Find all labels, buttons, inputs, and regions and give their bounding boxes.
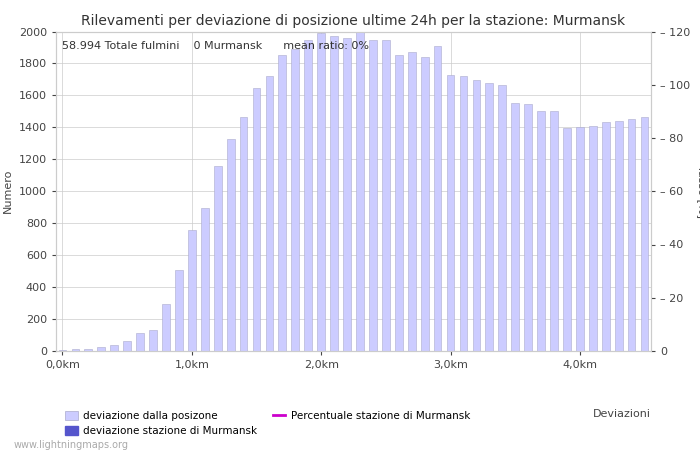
Bar <box>201 208 209 351</box>
Bar <box>253 88 260 351</box>
Bar <box>317 33 325 351</box>
Bar <box>175 270 183 351</box>
Bar <box>615 121 622 351</box>
Bar <box>111 345 118 351</box>
Y-axis label: Tasso [%]: Tasso [%] <box>697 165 700 218</box>
Bar <box>369 40 377 351</box>
Bar <box>498 85 506 351</box>
Bar <box>265 76 273 351</box>
Bar <box>97 347 105 351</box>
Title: Rilevamenti per deviazione di posizione ultime 24h per la stazione: Murmansk: Rilevamenti per deviazione di posizione … <box>81 14 626 27</box>
Bar <box>136 333 144 351</box>
Y-axis label: Numero: Numero <box>4 169 13 213</box>
Bar <box>473 80 480 351</box>
Bar <box>214 166 222 351</box>
Bar <box>602 122 610 351</box>
Bar <box>434 46 442 351</box>
Bar <box>343 38 351 351</box>
Bar <box>550 112 558 351</box>
Bar <box>71 349 79 351</box>
Bar <box>421 57 428 351</box>
Bar <box>304 40 312 351</box>
Bar <box>330 36 338 351</box>
Bar <box>59 350 66 351</box>
Bar <box>162 304 170 351</box>
Bar <box>460 76 468 351</box>
Bar <box>447 75 454 351</box>
Bar <box>628 119 636 351</box>
Bar <box>537 112 545 351</box>
Legend: deviazione dalla posizone, deviazione stazione di Murmansk, Percentuale stazione: deviazione dalla posizone, deviazione st… <box>61 407 474 440</box>
Bar <box>408 52 416 351</box>
Bar <box>239 117 247 351</box>
Bar <box>279 54 286 351</box>
Bar <box>149 330 157 351</box>
Bar <box>576 126 584 351</box>
Bar <box>511 103 519 351</box>
Bar <box>640 117 648 351</box>
Bar <box>382 40 390 351</box>
Bar <box>123 341 131 351</box>
Bar <box>356 32 364 351</box>
Bar <box>524 104 532 351</box>
Bar <box>395 55 402 351</box>
Text: Deviazioni: Deviazioni <box>593 409 651 419</box>
Bar <box>85 349 92 351</box>
Bar <box>563 128 570 351</box>
Bar <box>589 126 596 351</box>
Text: 58.994 Totale fulmini    0 Murmansk      mean ratio: 0%: 58.994 Totale fulmini 0 Murmansk mean ra… <box>62 41 369 51</box>
Bar <box>291 49 299 351</box>
Bar <box>227 140 235 351</box>
Text: www.lightningmaps.org: www.lightningmaps.org <box>14 440 129 450</box>
Bar <box>485 83 494 351</box>
Bar <box>188 230 196 351</box>
